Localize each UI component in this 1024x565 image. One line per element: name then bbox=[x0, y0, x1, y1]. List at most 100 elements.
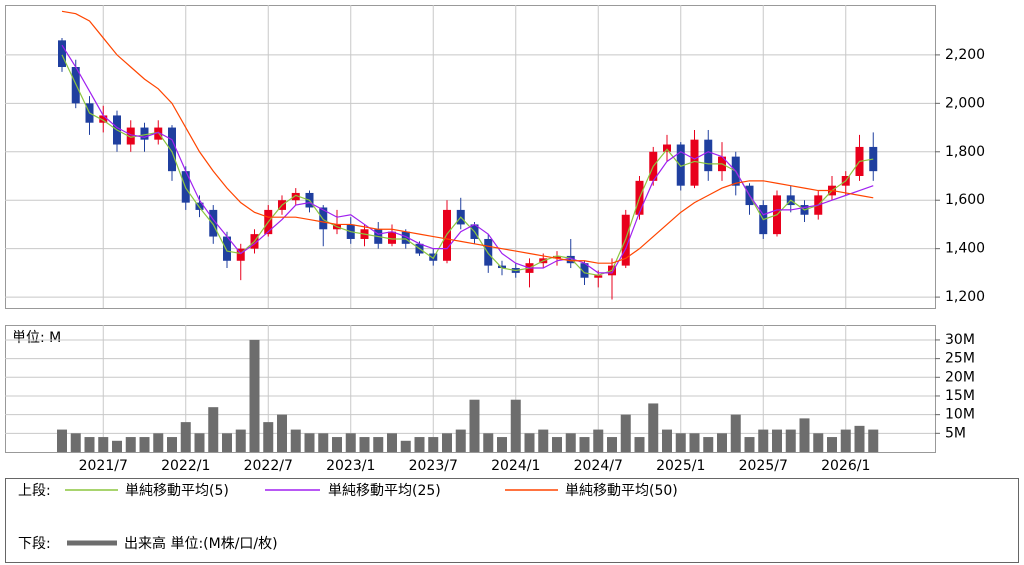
x-tick-label: 2026/1 bbox=[821, 458, 870, 474]
candle-body bbox=[291, 192, 300, 201]
volume-bar bbox=[854, 425, 865, 452]
y-tick-label: 25M bbox=[945, 351, 975, 367]
candle-body bbox=[195, 202, 204, 210]
volume-bar bbox=[634, 437, 645, 452]
volume-bar bbox=[222, 433, 232, 452]
volume-bar bbox=[373, 437, 384, 452]
volume-bar bbox=[455, 429, 466, 452]
legend-entry: 単純移動平均(50) bbox=[565, 483, 678, 499]
volume-bar bbox=[359, 437, 370, 452]
volume-bar bbox=[180, 422, 191, 452]
moving-average-line bbox=[61, 44, 874, 274]
candle-body bbox=[154, 127, 163, 140]
volume-bar bbox=[139, 437, 150, 452]
candle-body bbox=[58, 40, 66, 68]
candle-body bbox=[676, 144, 685, 186]
volume-bar bbox=[744, 437, 755, 452]
volume-bar bbox=[332, 437, 342, 452]
x-tick-label: 2023/1 bbox=[326, 458, 375, 474]
y-tick-label: 20M bbox=[945, 369, 975, 385]
volume-bar bbox=[840, 429, 851, 452]
volume-bar bbox=[442, 433, 452, 452]
x-tick-label: 2025/7 bbox=[739, 458, 788, 474]
volume-bar bbox=[98, 437, 109, 452]
volume-bar bbox=[208, 407, 219, 452]
volume-bar bbox=[579, 437, 590, 452]
legend-entry: 単純移動平均(5) bbox=[125, 483, 229, 499]
volume-bar bbox=[497, 437, 507, 452]
candle-body bbox=[168, 127, 176, 172]
volume-bar bbox=[689, 433, 700, 452]
volume-bar bbox=[84, 437, 95, 452]
volume-bar bbox=[758, 429, 769, 452]
volume-bar bbox=[318, 433, 329, 452]
candle-body bbox=[580, 263, 589, 278]
y-tick-label: 30M bbox=[945, 332, 975, 348]
y-tick-label: 1,200 bbox=[945, 289, 985, 305]
volume-bar bbox=[57, 429, 67, 452]
volume-bar bbox=[263, 422, 274, 452]
y-tick-label: 2,000 bbox=[945, 95, 985, 111]
volume-bar bbox=[304, 433, 315, 452]
y-tick-label: 15M bbox=[945, 388, 975, 404]
volume-bar bbox=[290, 429, 301, 452]
candle-body bbox=[690, 139, 699, 186]
candle-body bbox=[223, 236, 231, 261]
legend-box bbox=[5, 478, 1019, 563]
volume-bar bbox=[703, 437, 714, 452]
volume-bar bbox=[167, 437, 177, 452]
volume-bar bbox=[483, 433, 494, 452]
volume-bar bbox=[552, 437, 562, 452]
volume-bar bbox=[70, 433, 81, 452]
y-tick-label: 1,600 bbox=[945, 192, 985, 208]
volume-bar bbox=[469, 399, 480, 452]
legend-label: 上段: bbox=[18, 483, 51, 499]
volume-bar bbox=[510, 399, 521, 452]
volume-bar bbox=[717, 433, 727, 452]
x-tick-label: 2023/7 bbox=[409, 458, 458, 474]
volume-bar bbox=[153, 433, 164, 452]
volume-bar bbox=[194, 433, 205, 452]
volume-bar bbox=[620, 414, 631, 452]
candle-body bbox=[99, 115, 108, 123]
volume-bar bbox=[387, 433, 397, 452]
candle-body bbox=[566, 255, 575, 264]
candle-body bbox=[401, 231, 410, 244]
legend-entry: 出来高 単位:(M株/口/枚) bbox=[124, 535, 278, 552]
volume-bar bbox=[400, 440, 411, 452]
x-tick-label: 2025/1 bbox=[656, 458, 705, 474]
volume-bar bbox=[414, 437, 425, 452]
candle-body bbox=[140, 127, 149, 140]
y-tick-label: 1,800 bbox=[945, 144, 985, 160]
volume-bar bbox=[249, 339, 260, 452]
volume-bar bbox=[593, 429, 604, 452]
volume-bar bbox=[827, 437, 837, 452]
volume-bar bbox=[813, 433, 824, 452]
unit-label: 単位: M bbox=[12, 330, 61, 346]
volume-bar bbox=[772, 429, 782, 452]
legend-entry: 単純移動平均(25) bbox=[328, 483, 441, 499]
volume-bar bbox=[675, 433, 686, 452]
y-tick-label: 10M bbox=[945, 407, 975, 423]
volume-bar bbox=[428, 437, 439, 452]
y-tick-label: 5M bbox=[945, 425, 966, 441]
y-tick-label: 2,200 bbox=[945, 47, 985, 63]
candle-body bbox=[704, 139, 713, 172]
candle-body bbox=[319, 207, 328, 230]
candle-body bbox=[209, 209, 218, 237]
volume-bar bbox=[565, 433, 576, 452]
y-tick-label: 1,400 bbox=[945, 241, 985, 257]
x-tick-label: 2022/7 bbox=[244, 458, 293, 474]
candle-body bbox=[126, 127, 135, 145]
volume-bar bbox=[799, 418, 810, 452]
volume-bar bbox=[112, 440, 122, 452]
volume-bar bbox=[868, 429, 879, 452]
volume-bar bbox=[730, 414, 741, 452]
x-tick-label: 2024/1 bbox=[491, 458, 540, 474]
volume-bar bbox=[662, 429, 672, 452]
volume-bar bbox=[277, 414, 287, 452]
candle-body bbox=[236, 248, 245, 261]
volume-bar bbox=[235, 429, 246, 452]
candle-body bbox=[388, 231, 396, 244]
legend-label: 下段: bbox=[18, 536, 51, 552]
